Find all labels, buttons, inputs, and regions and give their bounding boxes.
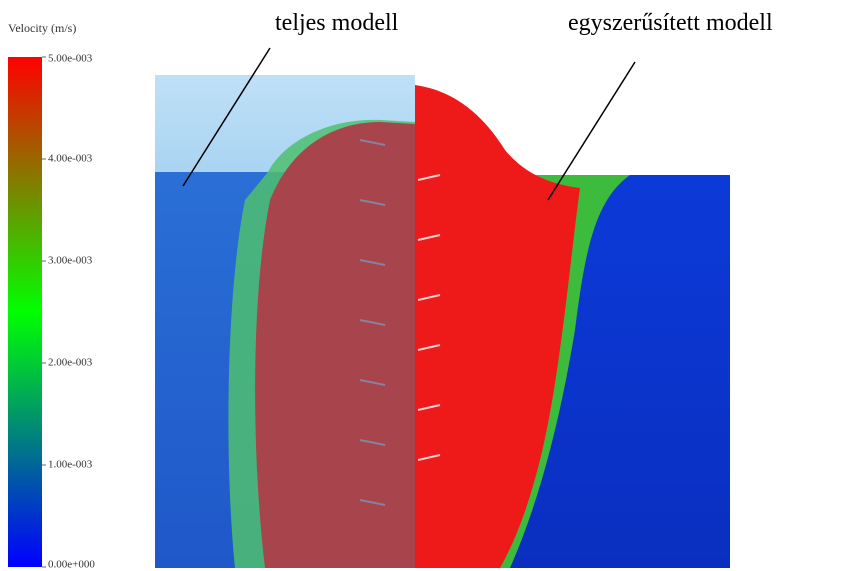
annotation: teljes modell — [275, 10, 399, 36]
figure: Velocity (m/s) 5.00e-003 4.00e-003 3.00e-0… — [0, 0, 844, 571]
colorbar-title: Velocity (m/s) — [8, 21, 76, 35]
simulation-right — [415, 75, 730, 568]
tick-label: 4.00e-003 — [48, 153, 93, 165]
colorbar: 5.00e-003 4.00e-003 3.00e-003 2.00e-003 1.00… — [8, 53, 95, 571]
tick-label: 2.00e-003 — [48, 357, 93, 369]
colorbar-gradient — [8, 57, 42, 567]
tick-label: 0.00e+000 — [48, 559, 95, 571]
annotation: egyszerűsített modell — [568, 10, 773, 36]
tick-label: 5.00e-003 — [48, 53, 93, 65]
tick-label: 1.00e-003 — [48, 459, 93, 471]
simulation-left — [155, 75, 415, 568]
tick-label: 3.00e-003 — [48, 255, 93, 267]
